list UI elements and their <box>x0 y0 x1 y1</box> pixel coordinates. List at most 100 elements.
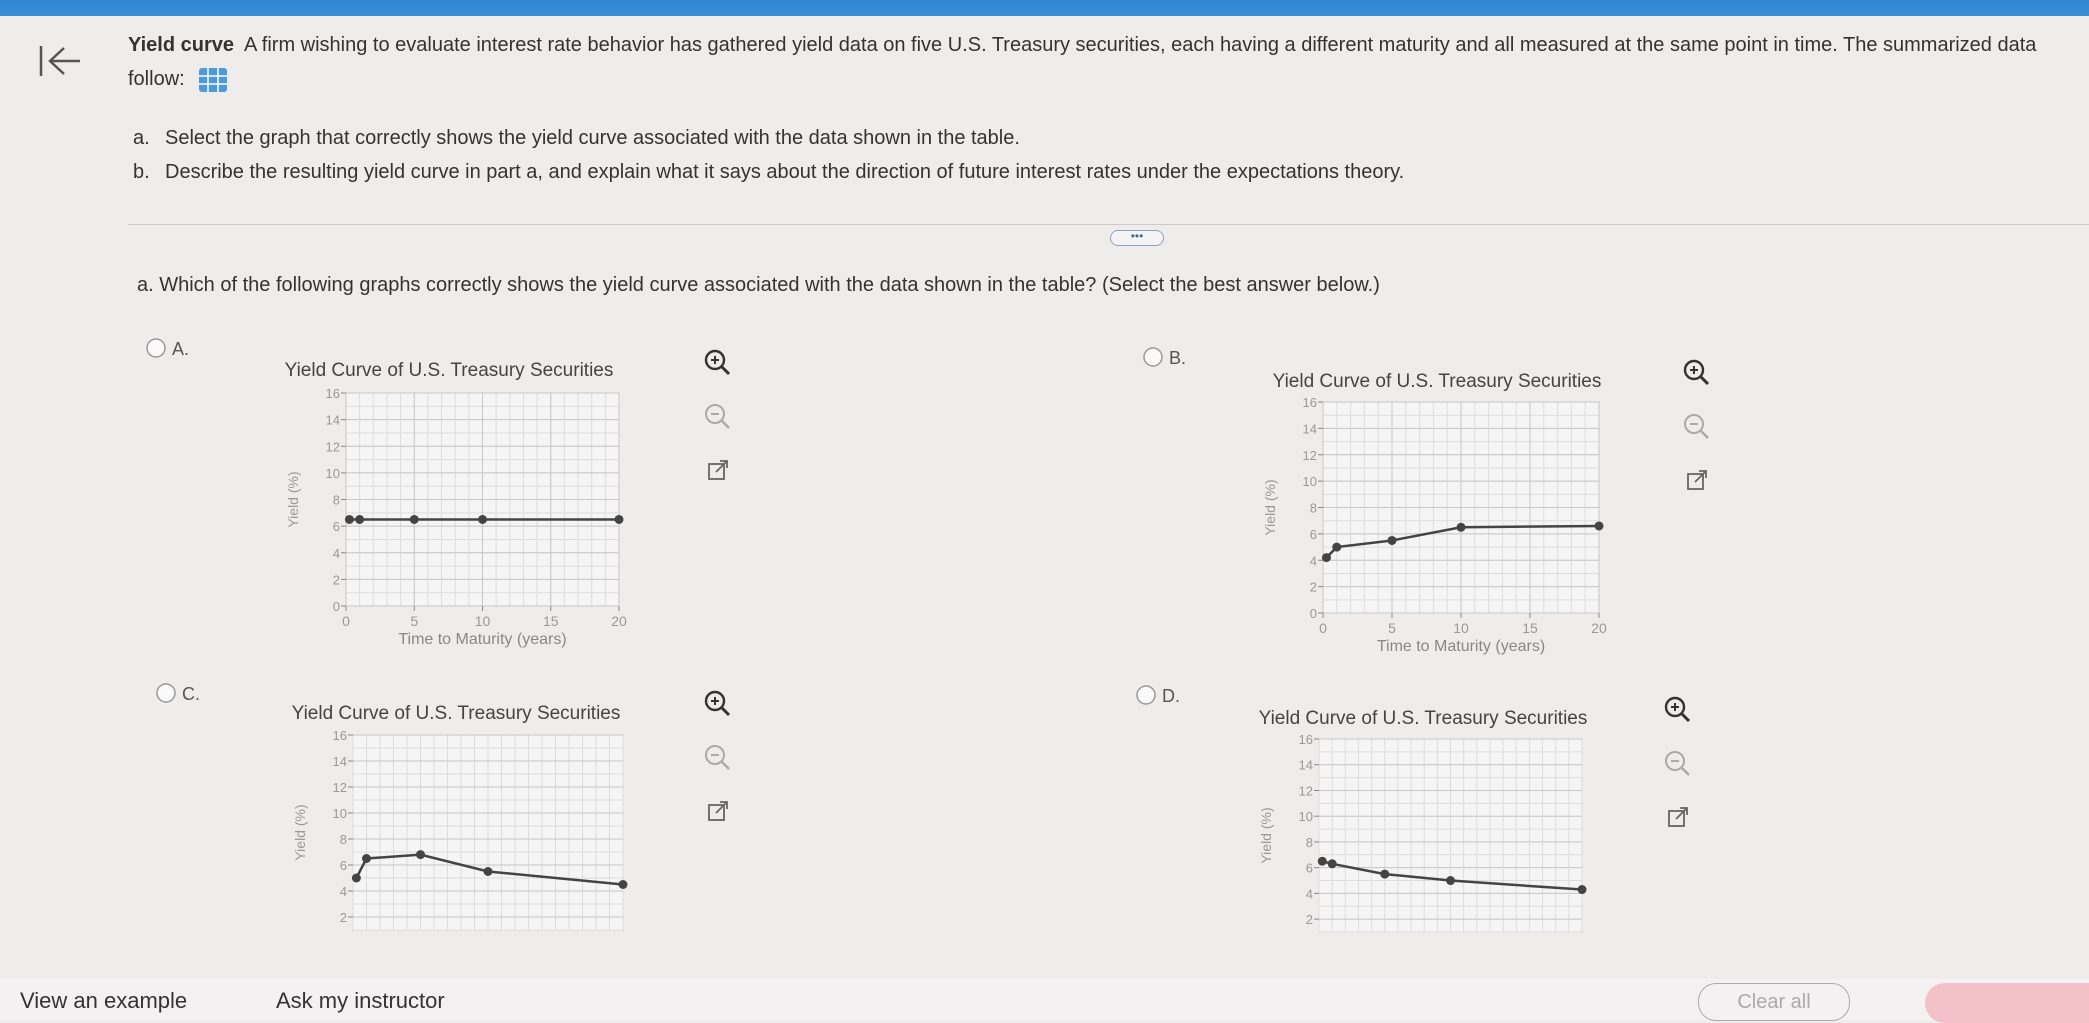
data-point <box>1327 859 1337 869</box>
option: B. Yield Curve of U.S. Treasury Securitie… <box>1143 347 1710 655</box>
y-tick-label: 2 <box>1310 580 1317 595</box>
data-point <box>1380 869 1390 879</box>
data-point <box>1332 542 1342 552</box>
data-point <box>355 514 365 524</box>
data-point <box>1317 856 1327 866</box>
x-tick-label: 10 <box>475 613 491 629</box>
data-point <box>483 867 493 876</box>
x-tick-label: 20 <box>611 613 627 629</box>
y-tick-label: 14 <box>1299 758 1313 773</box>
chart-title: Yield Curve of U.S. Treasury Securities <box>1259 708 1588 729</box>
data-point <box>618 880 628 889</box>
footer-link[interactable]: Ask my instructor <box>276 988 445 1013</box>
option-label: B. <box>1169 348 1186 368</box>
y-tick-label: 8 <box>1310 501 1317 516</box>
data-point <box>478 514 487 524</box>
option-label: D. <box>1162 686 1180 706</box>
data-point <box>1456 522 1466 532</box>
option: A. Yield Curve of U.S. Treasury Securitie… <box>146 338 731 648</box>
radio-button[interactable] <box>146 338 166 358</box>
y-tick-label: 12 <box>326 439 340 454</box>
y-tick-label: 0 <box>333 599 340 614</box>
y-tick-label: 4 <box>333 546 340 561</box>
x-tick-label: 0 <box>342 613 350 629</box>
x-tick-label: 0 <box>1319 620 1327 636</box>
x-tick-label: 15 <box>1522 620 1538 636</box>
y-tick-label: 12 <box>1299 783 1313 798</box>
table-icon[interactable] <box>198 67 228 93</box>
y-tick-label: 16 <box>1303 395 1317 410</box>
y-axis-label: Yield (%) <box>285 471 301 527</box>
chart-title: Yield Curve of U.S. Treasury Securities <box>285 360 614 381</box>
top-bar <box>0 0 2089 16</box>
charts: A. Yield Curve of U.S. Treasury Securitie… <box>146 338 1710 933</box>
chart-title: Yield Curve of U.S. Treasury Securities <box>1273 371 1602 392</box>
y-axis-label: Yield (%) <box>1262 479 1278 535</box>
y-tick-label: 10 <box>326 466 340 481</box>
part-label: a. <box>133 127 150 149</box>
header: Yield curve A firm wishing to evaluate in… <box>128 28 2073 96</box>
open-icon[interactable] <box>1668 807 1688 827</box>
expand-button[interactable]: ••• <box>1110 230 1164 246</box>
data-point <box>1446 876 1455 886</box>
back-button[interactable] <box>38 44 84 78</box>
zoom-in-icon[interactable] <box>704 690 731 717</box>
part-a: a. Select the graph that correctly shows … <box>133 127 1020 150</box>
y-tick-label: 8 <box>1306 835 1313 850</box>
y-tick-label: 16 <box>1299 732 1313 747</box>
radio-button[interactable] <box>1143 347 1163 367</box>
zoom-out-icon[interactable] <box>1665 751 1690 776</box>
zoom-in-icon[interactable] <box>1683 359 1710 386</box>
zoom-out-icon[interactable] <box>705 745 730 770</box>
x-tick-label: 20 <box>1591 620 1607 636</box>
part-text: Select the graph that correctly shows th… <box>165 127 1020 149</box>
data-point <box>344 514 354 524</box>
option-label: A. <box>172 339 189 359</box>
zoom-out-icon[interactable] <box>1684 414 1709 439</box>
data-point <box>351 873 361 883</box>
check-button[interactable] <box>1925 983 2089 1023</box>
y-tick-label: 2 <box>340 910 347 925</box>
data-point <box>614 514 624 524</box>
y-tick-label: 2 <box>333 572 340 587</box>
data-point <box>1321 553 1331 563</box>
question: a. Which of the following graphs correct… <box>137 274 1380 296</box>
header-title: Yield curve <box>128 34 234 56</box>
y-tick-label: 10 <box>1299 809 1313 824</box>
zoom-out-icon[interactable] <box>705 404 730 429</box>
y-axis-label: Yield (%) <box>292 804 308 860</box>
y-axis-label: Yield (%) <box>1258 807 1274 863</box>
radio-button[interactable] <box>156 683 176 703</box>
y-tick-label: 8 <box>333 493 340 508</box>
y-tick-label: 10 <box>333 806 347 821</box>
data-point <box>362 854 371 863</box>
y-tick-label: 6 <box>333 519 340 534</box>
option-label: C. <box>182 684 200 704</box>
radio-button[interactable] <box>1136 685 1156 705</box>
option: C. Yield Curve of U.S. Treasury Securitie… <box>156 683 731 931</box>
y-tick-label: 12 <box>1303 448 1317 463</box>
y-tick-label: 16 <box>326 386 340 401</box>
y-tick-label: 10 <box>1303 474 1317 489</box>
y-tick-label: 4 <box>340 884 347 899</box>
y-tick-label: 12 <box>333 780 347 795</box>
y-tick-label: 16 <box>333 728 347 743</box>
footer-link[interactable]: View an example <box>20 988 188 1013</box>
part-b: b. Describe the resulting yield curve in … <box>133 161 1404 184</box>
x-tick-label: 10 <box>1453 620 1469 636</box>
y-tick-label: 8 <box>340 832 347 847</box>
x-tick-label: 5 <box>410 613 418 629</box>
zoom-in-icon[interactable] <box>1664 696 1691 723</box>
clear-button[interactable]: Clear all <box>1698 983 1850 1021</box>
y-tick-label: 2 <box>1306 912 1313 927</box>
zoom-in-icon[interactable] <box>704 349 731 376</box>
option: D. Yield Curve of U.S. Treasury Securitie… <box>1136 685 1691 933</box>
chart-title: Yield Curve of U.S. Treasury Securities <box>292 703 621 724</box>
open-icon[interactable] <box>708 801 728 821</box>
data-point <box>416 850 425 860</box>
y-tick-label: 14 <box>333 754 347 769</box>
y-tick-label: 4 <box>1310 553 1317 568</box>
open-icon[interactable] <box>1687 470 1707 490</box>
open-icon[interactable] <box>708 460 728 480</box>
y-tick-label: 6 <box>1310 527 1317 542</box>
